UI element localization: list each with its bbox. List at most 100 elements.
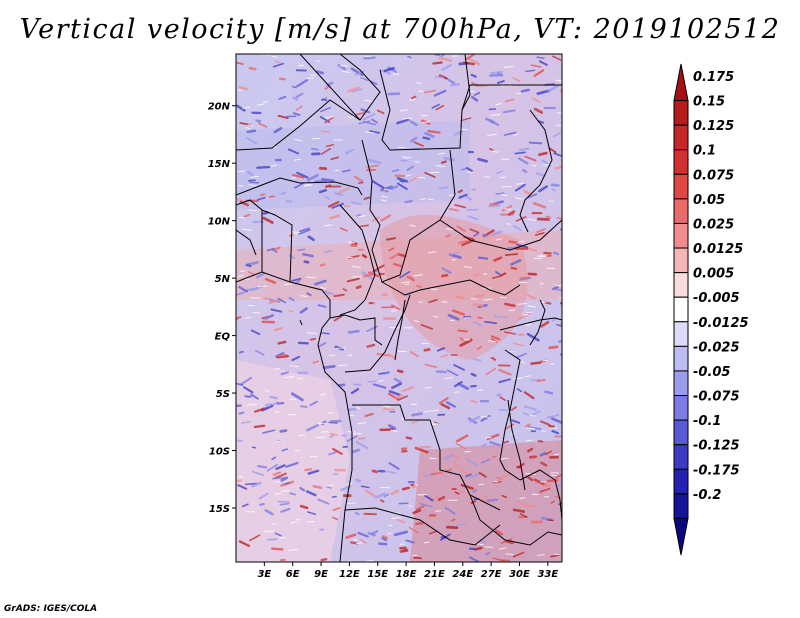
velocity-streak <box>244 482 258 486</box>
velocity-streak <box>470 399 478 404</box>
velocity-streak <box>264 509 274 516</box>
velocity-streak <box>452 309 466 316</box>
velocity-streak <box>328 200 340 208</box>
velocity-streak-neutral <box>304 183 312 186</box>
velocity-streak-neutral <box>516 182 525 185</box>
velocity-streak-neutral <box>413 484 419 486</box>
velocity-streak <box>280 191 287 196</box>
velocity-streak <box>334 192 344 197</box>
velocity-streak <box>424 132 435 138</box>
velocity-streak <box>273 327 283 332</box>
velocity-streak <box>358 224 369 228</box>
velocity-streak <box>392 169 400 173</box>
velocity-streak-neutral <box>276 441 284 443</box>
velocity-streak <box>371 530 379 535</box>
velocity-streak-neutral <box>428 198 435 201</box>
colorbar-segment <box>673 272 689 298</box>
velocity-streak <box>371 469 378 474</box>
velocity-streak-neutral <box>415 161 420 163</box>
velocity-streak <box>457 382 470 391</box>
border-mozambique <box>519 469 562 521</box>
velocity-streak <box>337 187 350 194</box>
velocity-streak <box>530 361 542 365</box>
velocity-streak-neutral <box>424 386 431 389</box>
velocity-streak-neutral <box>416 176 426 179</box>
velocity-streak <box>503 131 517 136</box>
velocity-streak-neutral <box>413 274 424 277</box>
velocity-streak-neutral <box>495 102 503 106</box>
velocity-streak <box>428 530 438 535</box>
velocity-streak <box>253 407 265 413</box>
velocity-streak <box>551 429 560 435</box>
velocity-streak <box>238 350 244 354</box>
velocity-streak <box>415 505 425 511</box>
velocity-streak <box>399 179 405 183</box>
velocity-streak <box>438 186 449 190</box>
border-angola-drc <box>352 404 501 511</box>
velocity-streak <box>408 526 420 534</box>
border-ghana <box>236 199 263 272</box>
velocity-streak <box>496 80 505 84</box>
velocity-streak <box>446 369 459 377</box>
velocity-streak <box>362 113 376 121</box>
velocity-streak <box>468 415 482 423</box>
velocity-streak <box>329 433 338 436</box>
border-egypt <box>461 84 562 111</box>
velocity-streak-neutral <box>274 411 280 413</box>
colorbar-label: 0.05 <box>693 193 725 208</box>
velocity-streak <box>262 211 269 215</box>
velocity-streak-neutral <box>517 303 527 305</box>
velocity-streak <box>527 193 538 199</box>
velocity-streak <box>413 556 422 560</box>
border-tanzania <box>499 349 521 481</box>
velocity-streak <box>306 292 312 296</box>
velocity-streak <box>523 405 537 411</box>
velocity-streak <box>438 397 449 405</box>
velocity-streak-neutral <box>270 164 278 167</box>
velocity-streak <box>291 277 302 282</box>
colorbar-label: -0.005 <box>693 291 740 306</box>
lat-tick-label: 20N <box>208 102 231 113</box>
velocity-streak <box>518 147 530 152</box>
velocity-streak <box>355 285 362 290</box>
velocity-streak <box>481 442 487 448</box>
velocity-streak <box>318 188 327 194</box>
velocity-streak-neutral <box>405 156 412 159</box>
velocity-streak-neutral <box>529 414 536 417</box>
velocity-streak <box>411 412 423 417</box>
colorbar-label: -0.05 <box>693 365 730 380</box>
velocity-streak-neutral <box>503 65 514 69</box>
velocity-streak <box>498 272 507 278</box>
velocity-streak <box>519 513 528 518</box>
velocity-streak <box>431 103 440 109</box>
velocity-streak <box>264 313 275 321</box>
velocity-streak <box>447 313 460 321</box>
velocity-streak <box>539 320 550 328</box>
velocity-streak <box>266 463 278 472</box>
lon-tick-label: 21E <box>424 569 445 580</box>
velocity-streak <box>555 165 562 170</box>
velocity-streak <box>357 181 364 184</box>
velocity-streak <box>469 228 479 234</box>
velocity-streak <box>272 471 282 476</box>
eritrea-coast <box>519 109 553 233</box>
velocity-streak <box>254 349 265 356</box>
velocity-streak <box>526 294 537 300</box>
country-borders <box>236 54 562 562</box>
velocity-streak-neutral <box>506 223 511 225</box>
velocity-streak-neutral <box>357 422 366 425</box>
velocity-streak <box>486 498 499 502</box>
velocity-streak <box>551 188 557 192</box>
colorbar-segment <box>673 444 689 470</box>
velocity-streak <box>462 61 476 66</box>
velocity-streak <box>473 232 480 237</box>
velocity-streak <box>312 485 323 489</box>
velocity-streak <box>285 461 299 468</box>
velocity-streak <box>428 299 438 304</box>
velocity-streak <box>367 158 382 165</box>
velocity-streak-neutral <box>245 127 251 130</box>
velocity-streak <box>388 462 400 470</box>
velocity-streak <box>296 171 309 179</box>
velocity-streak <box>255 119 262 123</box>
velocity-streak <box>269 395 278 400</box>
